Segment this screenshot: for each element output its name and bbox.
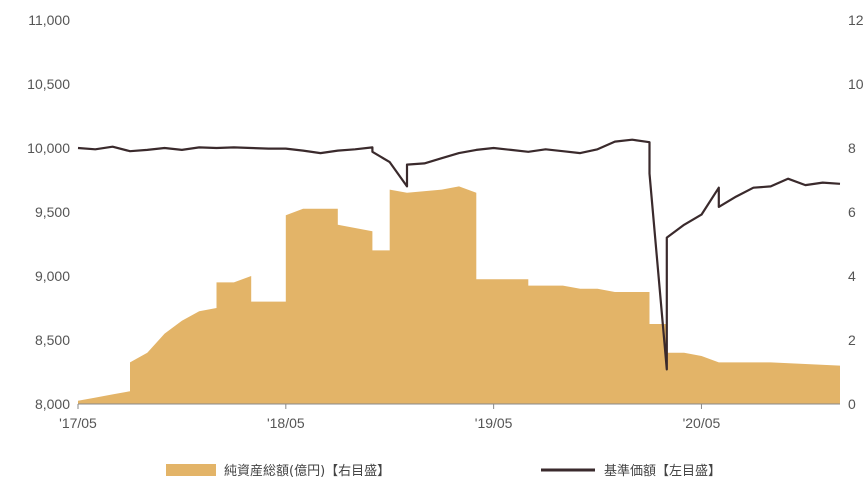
line-series-layer — [77, 138, 841, 371]
axes-layer: 8,000 8,500 9,000 9,500 10,000 10,500 11,000 0 2… — [27, 12, 864, 431]
y-left-tick-label: 8,500 — [35, 332, 70, 348]
y-right-tick-label: 6 — [848, 204, 856, 220]
y-right-tick-label: 8 — [848, 140, 856, 156]
y-left-tick-label: 11,000 — [28, 12, 70, 28]
y-left-tick-label: 9,500 — [35, 204, 70, 220]
y-left-tick-label: 8,000 — [35, 396, 70, 412]
legend-swatch-nav — [166, 464, 216, 476]
legend-label-nav: 純資産総額(億円)【右目盛】 — [224, 463, 390, 479]
y-right-tick-label: 12 — [848, 12, 864, 28]
line-series-nav-price — [77, 138, 841, 371]
y-right-tick-label: 2 — [848, 332, 856, 348]
x-tick-label: '17/05 — [59, 415, 97, 431]
y-right-tick-label: 10 — [848, 76, 864, 92]
x-tick-label: '18/05 — [267, 415, 305, 431]
y-right-tick-label: 4 — [848, 268, 856, 284]
legend: 純資産総額(億円)【右目盛】 基準価額【左目盛】 — [166, 463, 721, 479]
y-left-tick-label: 10,000 — [27, 140, 70, 156]
area-series-layer — [78, 186, 840, 404]
x-tick-label: '19/05 — [475, 415, 513, 431]
x-tick-label: '20/05 — [683, 415, 721, 431]
y-left-tick-label: 9,000 — [35, 268, 70, 284]
area-series-net-assets — [78, 186, 840, 404]
y-right-tick-label: 0 — [848, 396, 856, 412]
y-left-tick-label: 10,500 — [27, 76, 70, 92]
legend-label-price: 基準価額【左目盛】 — [604, 463, 721, 479]
